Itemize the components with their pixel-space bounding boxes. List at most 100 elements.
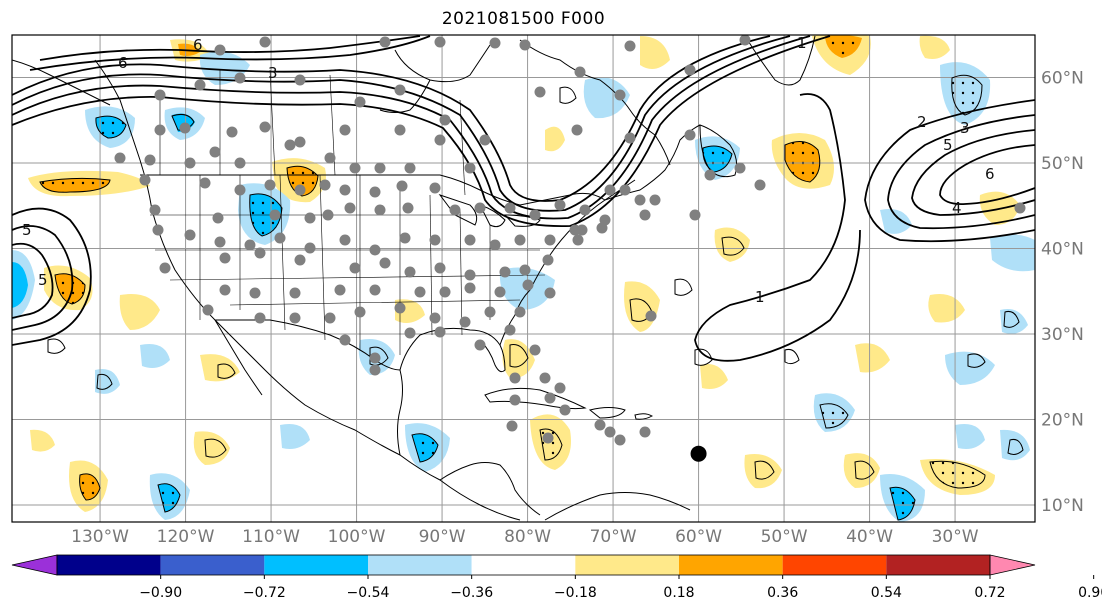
station-marker [304, 242, 316, 254]
station-marker [489, 37, 501, 49]
station-marker [202, 304, 214, 316]
station-marker [559, 404, 571, 416]
longitude-labels: 130°W 120°W 110°W 100°W 90°W 80°W 70°W 60°W 50°W… [71, 527, 979, 547]
station-marker [439, 286, 451, 298]
station-marker [634, 194, 646, 206]
station-marker [684, 129, 696, 141]
station-marker [529, 209, 541, 221]
station-marker [1014, 202, 1026, 214]
station-marker [369, 352, 381, 364]
station-marker [572, 234, 584, 246]
station-marker [404, 162, 416, 174]
station-marker [349, 262, 361, 274]
station-marker [294, 254, 306, 266]
station-marker [374, 162, 386, 174]
station-marker [294, 74, 306, 86]
storm-center-marker [690, 445, 707, 462]
station-marker [542, 254, 554, 266]
contour-lines [12, 35, 1035, 362]
station-marker [639, 426, 651, 438]
station-marker [219, 284, 231, 296]
station-marker [259, 36, 271, 48]
station-marker [324, 152, 336, 164]
station-marker [289, 287, 301, 299]
station-marker [619, 184, 631, 196]
station-marker [339, 234, 351, 246]
station-marker [339, 184, 351, 196]
station-marker [645, 310, 657, 322]
longitude-label: 50°W [761, 527, 808, 547]
longitude-label: 80°W [504, 527, 551, 547]
colorbar-segment [160, 555, 265, 575]
negative-anomaly-area [12, 262, 28, 308]
colorbar-outline [56, 554, 991, 576]
station-marker [274, 232, 286, 244]
station-marker [594, 419, 606, 431]
station-marker [394, 124, 406, 136]
positive-anomaly-area [700, 364, 728, 389]
colorbar-segment [471, 555, 576, 575]
negative-anomaly-area [880, 209, 912, 234]
station-marker [604, 184, 616, 196]
station-marker [324, 312, 336, 324]
colorbar-label: 0.90 [1078, 585, 1102, 601]
colorbar-segment [368, 555, 472, 575]
latitude-label: 20°N [1041, 411, 1084, 431]
station-marker [214, 44, 226, 56]
station-marker [739, 35, 751, 46]
colorbar-label: 0.72 [974, 585, 1005, 601]
positive-anomaly-area [502, 339, 535, 379]
station-marker [199, 177, 211, 189]
positive-anomaly-area [119, 294, 160, 330]
map-title: 2021081500 F000 [441, 9, 606, 29]
station-marker [264, 179, 276, 191]
longitude-label: 100°W [328, 527, 386, 547]
station-marker [394, 84, 406, 96]
positive-anomaly-area [640, 36, 670, 69]
state-borders [150, 69, 546, 355]
station-marker [369, 186, 381, 198]
contour-label: 2 [917, 113, 927, 131]
latitude-label: 30°N [1041, 325, 1084, 345]
station-marker [339, 334, 351, 346]
station-marker [284, 139, 296, 151]
station-marker [209, 146, 221, 158]
station-marker [519, 39, 531, 51]
station-marker [414, 286, 426, 298]
station-marker [354, 306, 366, 318]
map-frame [11, 34, 1036, 523]
station-marker [509, 372, 521, 384]
station-marker [542, 432, 554, 444]
positive-anomaly-area [193, 431, 230, 465]
station-marker [754, 179, 766, 191]
station-marker [429, 312, 441, 324]
colorbar-label: −0.90 [139, 585, 182, 601]
contour-label: 3 [960, 119, 970, 137]
station-marker [402, 202, 414, 214]
longitude-label: 130°W [71, 527, 129, 547]
positive-anomaly-area [545, 126, 565, 152]
station-marker [539, 372, 551, 384]
station-marker [574, 66, 586, 78]
longitude-label: 40°W [846, 527, 893, 547]
negative-anomaly-area [955, 424, 985, 449]
colorbar-segment [575, 555, 679, 575]
station-marker [684, 64, 696, 76]
station-marker [519, 264, 531, 276]
station-marker [614, 434, 626, 446]
positive-anomaly-area [30, 429, 55, 452]
colorbar-segment [57, 555, 161, 575]
positive-anomaly-area [919, 35, 950, 59]
contour-label: 5 [22, 221, 32, 239]
station-marker [544, 287, 556, 299]
station-marker [294, 184, 306, 196]
contour-label: 6 [118, 54, 128, 72]
station-marker [369, 284, 381, 296]
negative-anomaly-area [990, 234, 1035, 272]
station-marker [369, 364, 381, 376]
colorbar-labels: −0.90 −0.72 −0.54 −0.36 −0.18 0.18 0.36 0.54 0.7… [139, 575, 1102, 601]
station-marker [369, 244, 381, 256]
station-marker [544, 234, 556, 246]
station-marker [434, 262, 446, 274]
